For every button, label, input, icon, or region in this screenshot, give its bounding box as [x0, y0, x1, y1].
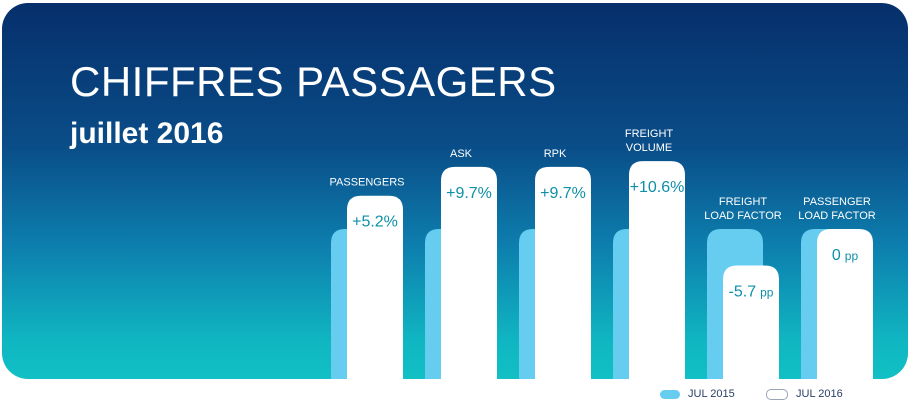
legend-label-2016: JUL 2016: [796, 388, 843, 400]
value-number: +9.7%: [446, 185, 492, 202]
value-label-5: 0 pp: [832, 247, 859, 264]
value-number: +10.6%: [630, 179, 685, 196]
category-label-line: LOAD FACTOR: [798, 210, 875, 222]
bar-group-5: PASSENGER LOAD FACTOR 0 pp: [798, 196, 876, 379]
value-number: 0: [832, 247, 841, 264]
value-number: +9.7%: [540, 185, 586, 202]
value-number: -5.7: [729, 283, 757, 300]
bar-group-0: PASSENGERS +5.2%: [330, 177, 405, 379]
bar-2016-1: [441, 166, 497, 379]
category-label-3: FREIGHT VOLUME: [625, 128, 674, 154]
category-label-4: FREIGHT LOAD FACTOR: [704, 196, 781, 222]
category-label-1: ASK: [450, 148, 473, 160]
category-label-line: RPK: [544, 148, 567, 160]
bar-group-4: FREIGHT LOAD FACTOR -5.7 pp: [704, 196, 782, 379]
value-unit: pp: [760, 285, 774, 299]
bar-group-3: FREIGHT VOLUME +10.6%: [613, 128, 685, 379]
bar-group-2: RPK +9.7%: [519, 148, 591, 379]
value-label-3: +10.6%: [630, 179, 685, 196]
category-label-line: PASSENGERS: [330, 177, 405, 189]
category-label-line: PASSENGER: [803, 196, 871, 208]
category-label-2: RPK: [544, 148, 567, 160]
legend-swatch-2015: [660, 389, 680, 399]
page-subtitle: juillet 2016: [70, 117, 224, 150]
category-label-line: FREIGHT: [719, 196, 768, 208]
value-label-4: -5.7 pp: [729, 283, 774, 300]
category-label-line: VOLUME: [626, 142, 672, 154]
value-number: +5.2%: [352, 214, 398, 231]
bar-2016-3: [629, 161, 685, 379]
page-title: CHIFFRES PASSAGERS: [70, 58, 557, 105]
legend-item-2015: JUL 2015: [660, 388, 735, 400]
value-label-0: +5.2%: [352, 214, 398, 231]
bar-group-1: ASK +9.7%: [425, 148, 497, 379]
legend: JUL 2015 JUL 2016: [0, 388, 910, 408]
category-label-5: PASSENGER LOAD FACTOR: [798, 196, 875, 222]
legend-label-2015: JUL 2015: [688, 388, 735, 400]
bar-2016-2: [535, 166, 591, 379]
bar-2016-4: [723, 265, 779, 379]
category-label-0: PASSENGERS: [330, 177, 405, 189]
legend-swatch-2016: [766, 388, 788, 400]
value-label-2: +9.7%: [540, 185, 586, 202]
value-label-1: +9.7%: [446, 185, 492, 202]
category-label-line: ASK: [450, 148, 473, 160]
bar-2016-5: [817, 229, 873, 379]
category-label-line: FREIGHT: [625, 128, 674, 140]
category-label-line: LOAD FACTOR: [704, 210, 781, 222]
value-unit: pp: [845, 249, 859, 263]
bar-2016-0: [347, 195, 403, 379]
legend-item-2016: JUL 2016: [766, 388, 843, 400]
